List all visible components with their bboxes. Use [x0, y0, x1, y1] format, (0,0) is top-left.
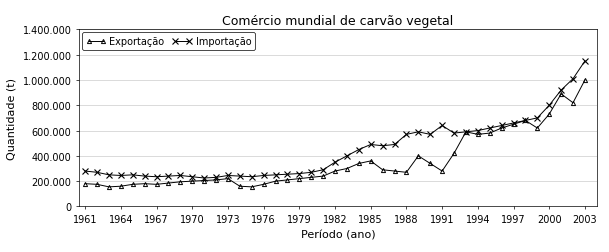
Exportação: [438, 170, 446, 173]
Exportação: [272, 180, 279, 183]
Exportação: [200, 179, 208, 182]
Importação: [236, 175, 244, 178]
Importação: [331, 161, 339, 164]
Exportação: [331, 170, 339, 173]
Exportação: [248, 185, 255, 188]
Exportação: [189, 180, 196, 183]
Exportação: [474, 133, 482, 136]
Importação: [474, 130, 482, 133]
Importação: [522, 119, 529, 122]
Importação: [581, 60, 588, 63]
Exportação: [426, 162, 434, 165]
Exportação: [82, 182, 89, 185]
Exportação: [391, 170, 398, 173]
Title: Comércio mundial de carvão vegetal: Comércio mundial de carvão vegetal: [222, 15, 454, 28]
Importação: [391, 143, 398, 146]
Importação: [486, 127, 493, 130]
Importação: [117, 174, 124, 177]
Importação: [82, 170, 89, 173]
Exportação: [165, 182, 172, 185]
Exportação: [462, 131, 470, 134]
Importação: [533, 117, 541, 120]
Importação: [213, 176, 220, 179]
Importação: [498, 124, 505, 128]
Exportação: [308, 176, 315, 179]
Y-axis label: Quantidade (t): Quantidade (t): [7, 78, 17, 159]
Exportação: [522, 119, 529, 122]
Exportação: [569, 102, 577, 105]
Importação: [462, 131, 470, 134]
Importação: [272, 174, 279, 177]
Importação: [260, 174, 267, 177]
Importação: [165, 175, 172, 178]
Importação: [355, 148, 362, 151]
Importação: [153, 175, 160, 178]
Importação: [320, 169, 327, 172]
Exportação: [355, 162, 362, 165]
Importação: [403, 133, 410, 136]
Exportação: [343, 167, 351, 170]
Exportação: [320, 175, 327, 178]
Exportação: [93, 183, 100, 186]
Importação: [248, 175, 255, 178]
Importação: [295, 172, 303, 175]
Importação: [557, 89, 565, 92]
Importação: [451, 132, 458, 135]
Importação: [510, 122, 517, 125]
Importação: [546, 104, 553, 107]
Exportação: [367, 160, 375, 163]
Exportação: [581, 79, 588, 82]
Exportação: [284, 179, 291, 182]
Exportação: [117, 185, 124, 188]
Importação: [177, 174, 184, 177]
Importação: [200, 177, 208, 180]
Exportação: [213, 179, 220, 182]
Legend: Exportação, Importação: Exportação, Importação: [82, 33, 255, 51]
Exportação: [451, 152, 458, 155]
Line: Importação: Importação: [82, 59, 588, 181]
Importação: [438, 124, 446, 128]
Importação: [189, 175, 196, 178]
Exportação: [141, 182, 148, 185]
Importação: [379, 145, 386, 148]
Importação: [224, 174, 231, 177]
Exportação: [236, 185, 244, 188]
Importação: [569, 78, 577, 81]
Importação: [129, 174, 136, 177]
Exportação: [415, 155, 422, 158]
Exportação: [546, 113, 553, 116]
Line: Exportação: Exportação: [83, 79, 587, 189]
Importação: [93, 171, 100, 174]
Exportação: [486, 132, 493, 135]
Importação: [415, 131, 422, 134]
Exportação: [498, 127, 505, 130]
Importação: [308, 171, 315, 174]
Importação: [105, 174, 113, 177]
Importação: [426, 133, 434, 136]
Exportação: [224, 177, 231, 180]
Importação: [343, 155, 351, 158]
Exportação: [510, 123, 517, 126]
X-axis label: Período (ano): Período (ano): [301, 230, 375, 240]
Exportação: [403, 171, 410, 174]
Exportação: [129, 183, 136, 186]
Importação: [141, 175, 148, 178]
Exportação: [379, 169, 386, 172]
Importação: [284, 173, 291, 176]
Exportação: [153, 183, 160, 186]
Exportação: [533, 127, 541, 130]
Exportação: [177, 180, 184, 183]
Exportação: [295, 177, 303, 180]
Exportação: [260, 183, 267, 186]
Exportação: [557, 93, 565, 96]
Importação: [367, 143, 375, 146]
Exportação: [105, 185, 113, 188]
